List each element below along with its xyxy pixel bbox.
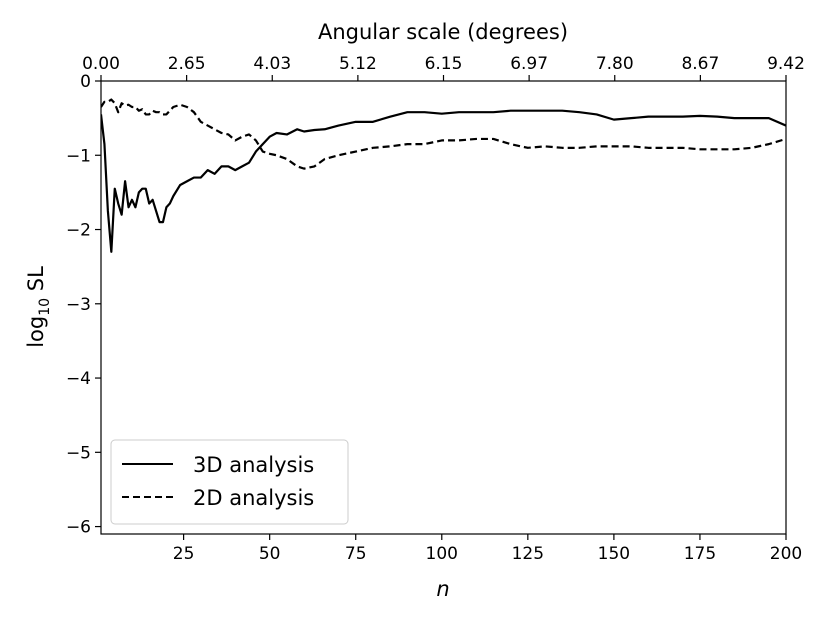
y-axis-title: log10 SL: [24, 266, 53, 348]
series-line-3d-analysis: [101, 109, 786, 253]
legend-frame: [110, 439, 349, 525]
y-tick-label: −6: [66, 518, 91, 538]
legend-label-3d: 3D analysis: [193, 453, 314, 477]
top-x-tick-label: 5.12: [339, 54, 377, 74]
x-tick-label: 150: [598, 544, 630, 564]
x-tick-label: 125: [512, 544, 544, 564]
plot-frame: [100, 80, 787, 535]
y-tick-label: −3: [66, 295, 91, 315]
y-tick-label: −4: [66, 369, 91, 389]
top-x-tick-label: 2.65: [168, 54, 206, 74]
top-x-tick-label: 8.67: [681, 54, 719, 74]
y-tick-label: −5: [66, 443, 91, 463]
top-x-tick-label: 7.80: [596, 54, 634, 74]
x-tick-label: 50: [259, 544, 281, 564]
ticks-layer: 25 50 75 100 125 150 175 200 0.00 2.65 4.03 5.12 6.1…: [66, 54, 805, 564]
series-line-2d-analysis: [101, 98, 786, 170]
x-tick-label: 25: [173, 544, 195, 564]
y-tick-label: 0: [80, 72, 91, 92]
top-x-tick-label: 6.15: [425, 54, 463, 74]
top-x-tick-label: 0.00: [82, 54, 120, 74]
top-x-tick-label: 9.42: [767, 54, 805, 74]
y-tick-label: −1: [66, 146, 91, 166]
top-x-axis-title: Angular scale (degrees): [318, 20, 568, 44]
legend: 3D analysis 2D analysis: [110, 439, 349, 525]
y-axis-title-subscript: 10: [37, 298, 53, 316]
y-axis-title-main: log: [24, 316, 48, 348]
x-tick-label: 75: [345, 544, 367, 564]
x-tick-label: 200: [770, 544, 802, 564]
x-tick-label: 175: [684, 544, 716, 564]
series-layer: [101, 98, 786, 253]
y-axis-title-tail: SL: [24, 266, 48, 298]
y-tick-label: −2: [66, 221, 91, 241]
legend-label-2d: 2D analysis: [193, 486, 314, 510]
x-tick-label: 100: [426, 544, 458, 564]
x-axis-title: n: [436, 577, 449, 601]
top-x-tick-label: 4.03: [253, 54, 291, 74]
top-x-tick-label: 6.97: [510, 54, 548, 74]
